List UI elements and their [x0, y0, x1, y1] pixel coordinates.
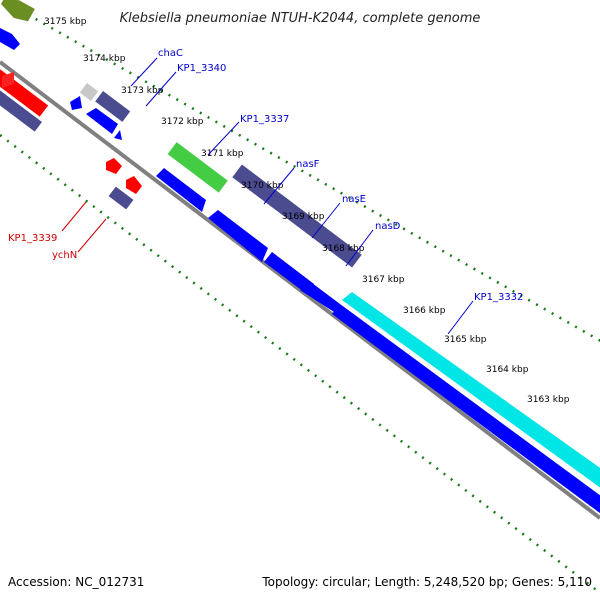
feature-red-kp1-3339 [106, 158, 122, 174]
genome-summary-text: Topology: circular; Length: 5,248,520 bp… [261, 575, 592, 589]
gene-label-kp1-3340[interactable]: KP1_3340 [177, 63, 226, 74]
feature-dark-nas [232, 164, 362, 268]
feature-blue-nasD [300, 280, 340, 312]
gene-label-chaC[interactable]: chaC [158, 48, 183, 59]
gene-label-ychN[interactable]: ychN [52, 250, 77, 261]
tick-label: 3175 kbp [44, 17, 87, 27]
feature-blue-nasE [264, 252, 314, 292]
gene-label-nasF[interactable]: nasF [296, 159, 320, 170]
tick-label: 3169 kbp [282, 212, 325, 222]
tick-label: 3170 kbp [241, 181, 284, 191]
feature-blue-tiny [114, 130, 122, 140]
map-title: Klebsiella pneumoniae NTUH-K2044, comple… [120, 11, 481, 26]
tick-label: 3167 kbp [362, 275, 405, 285]
gene-leaders [130, 57, 474, 335]
feature-blue-small [70, 96, 82, 110]
tick-label: 3165 kbp [444, 335, 487, 345]
tick-label: 3164 kbp [486, 365, 529, 375]
feature-dark-chaC [95, 90, 131, 122]
feature-red-head [2, 72, 14, 88]
feature-blue-kp1-3340 [86, 108, 118, 134]
feature-cyan-kp1-3332 [342, 292, 600, 488]
gene-label-kp1-3337[interactable]: KP1_3337 [240, 114, 289, 125]
tick-label: 3174 kbp [83, 54, 126, 64]
gene-label-nasD[interactable]: nasD [375, 221, 401, 232]
tick-labels: 3175 kbp 3174 kbp 3173 kbp 3172 kbp 3171… [44, 17, 570, 405]
feature-blue-partial [0, 28, 20, 50]
tick-label: 3163 kbp [527, 395, 570, 405]
feature-blue-nasF [208, 210, 268, 262]
feature-blue-long [332, 304, 600, 514]
gene-label-kp1-3339[interactable]: KP1_3339 [8, 233, 57, 244]
feature-dark-partial [0, 88, 42, 132]
tick-label: 3171 kbp [201, 149, 244, 159]
tick-label: 3172 kbp [161, 117, 204, 127]
feature-olive-partial [1, 0, 35, 22]
tick-label: 3168 kbp [322, 244, 365, 254]
feature-red-ychN [126, 176, 142, 194]
tick-label: 3166 kbp [403, 306, 446, 316]
inner-tick-ring [0, 134, 600, 595]
feature-blue-kp1-3337 [156, 168, 206, 212]
accession-text: Accession: NC_012731 [8, 575, 144, 589]
feature-dark-ychN [108, 186, 134, 210]
gene-label-kp1-3332[interactable]: KP1_3332 [474, 292, 523, 303]
gene-leaders-red [61, 201, 107, 253]
feature-grey [79, 82, 99, 102]
tick-label: 3173 kbp [121, 86, 164, 96]
gene-label-nasE[interactable]: nasE [342, 194, 366, 205]
feature-green-kp1-3337 [167, 142, 228, 193]
